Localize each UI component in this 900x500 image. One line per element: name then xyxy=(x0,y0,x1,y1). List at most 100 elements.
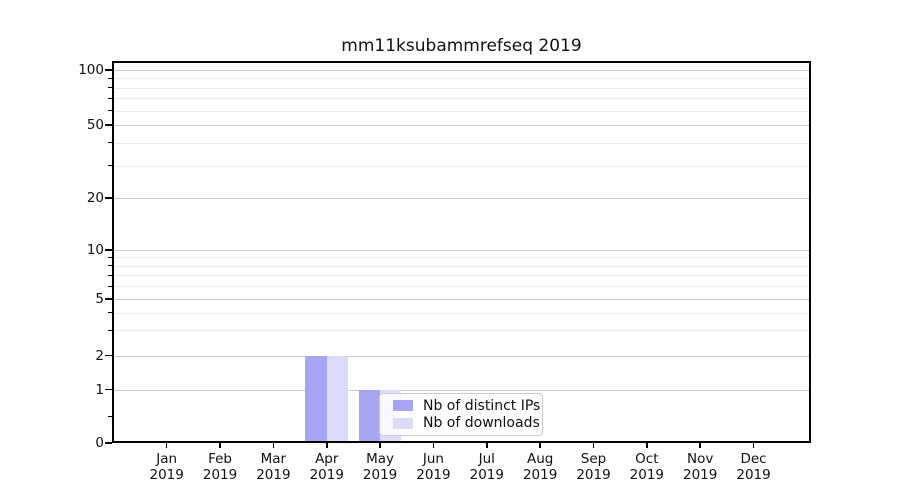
y-minortick-90 xyxy=(108,77,112,79)
year-label: 2019 xyxy=(522,467,558,483)
year-label: 2019 xyxy=(309,467,344,483)
y-tick-label-100: 100 xyxy=(78,62,104,78)
gridline-100 xyxy=(112,70,811,71)
y-minortick-30 xyxy=(108,165,112,167)
y-minortick-80 xyxy=(108,87,112,89)
legend-swatch-icon xyxy=(393,417,413,429)
month-label: Aug xyxy=(526,451,554,467)
y-minortick-7 xyxy=(108,274,112,276)
plot-border-right xyxy=(809,61,811,443)
legend-label: Nb of distinct IPs xyxy=(423,397,541,414)
month-label: Jan xyxy=(156,451,178,467)
month-label: Apr xyxy=(315,451,339,467)
x-tick-label-jun: Jun 2019 xyxy=(403,451,463,483)
y-tick-label-5: 5 xyxy=(95,291,104,307)
bar-may-nb-of-distinct-ips xyxy=(358,389,381,443)
gridline-minor-70 xyxy=(112,98,811,100)
y-tick-label-50: 50 xyxy=(86,117,104,133)
month-label: Jun xyxy=(422,451,444,467)
year-label: 2019 xyxy=(629,467,665,483)
y-tick-label-2: 2 xyxy=(95,347,104,364)
legend: Nb of distinct IPs Nb of downloads xyxy=(379,393,543,436)
y-minortick-60 xyxy=(108,110,112,112)
x-tick-label-jul: Jul 2019 xyxy=(457,451,517,483)
gridline-5 xyxy=(112,299,811,300)
y-axis-line xyxy=(112,61,114,443)
plot-area xyxy=(112,61,811,443)
x-tick-feb xyxy=(219,443,221,448)
x-tick-jul xyxy=(486,443,488,448)
gridline-minor-7 xyxy=(112,275,811,277)
y-tick-100 xyxy=(105,69,112,71)
gridline-minor-4 xyxy=(112,312,811,314)
month-label: Mar xyxy=(260,451,287,467)
x-tick-sep xyxy=(592,443,595,448)
x-tick-label-aug: Aug 2019 xyxy=(510,451,570,483)
y-tick-label-1: 1 xyxy=(95,381,104,398)
year-label: 2019 xyxy=(576,467,611,483)
y-tick-2 xyxy=(105,354,112,357)
x-tick-jun xyxy=(432,443,435,448)
x-tick-label-feb: Feb 2019 xyxy=(190,451,250,483)
month-label: Dec xyxy=(740,451,767,467)
x-tick-label-apr: Apr 2019 xyxy=(297,451,357,483)
year-label: 2019 xyxy=(736,467,771,483)
x-tick-label-nov: Nov 2019 xyxy=(670,451,730,483)
gridline-2 xyxy=(112,355,811,357)
plot-border-bottom xyxy=(112,441,811,443)
bar-apr-nb-of-downloads xyxy=(326,355,349,443)
y-tick-0 xyxy=(105,442,112,444)
chart-title: mm11ksubammrefseq 2019 xyxy=(341,36,582,56)
legend-label: Nb of downloads xyxy=(423,415,540,432)
x-tick-label-may: May 2019 xyxy=(350,451,410,483)
year-label: 2019 xyxy=(362,467,398,483)
y-tick-5 xyxy=(105,298,112,300)
plot-border-top xyxy=(112,61,811,63)
legend-entry-nb-of-distinct-ips: Nb of distinct IPs xyxy=(380,398,542,414)
x-tick-label-jan: Jan 2019 xyxy=(137,451,197,483)
legend-entry-nb-of-downloads: Nb of downloads xyxy=(380,415,542,431)
legend-swatch-icon xyxy=(393,400,413,412)
gridline-20 xyxy=(112,198,811,199)
x-tick-label-sep: Sep 2019 xyxy=(564,451,624,483)
month-label: Jul xyxy=(478,451,495,467)
month-label: Feb xyxy=(208,451,232,467)
gridline-minor-30 xyxy=(112,165,811,167)
month-label: May xyxy=(366,451,395,467)
y-tick-20 xyxy=(105,197,112,199)
y-minortick-70 xyxy=(108,97,112,99)
x-tick-oct xyxy=(646,443,648,448)
gridline-minor-40 xyxy=(112,142,811,144)
year-label: 2019 xyxy=(149,467,184,483)
gridline-minor-8 xyxy=(112,265,811,267)
gridline-minor-60 xyxy=(112,110,811,112)
y-tick-1 xyxy=(105,388,112,391)
gridline-10 xyxy=(112,250,811,251)
gridline-minor-9 xyxy=(112,257,811,259)
gridline-minor-3 xyxy=(112,330,811,332)
x-tick-label-dec: Dec 2019 xyxy=(724,451,784,483)
y-minortick-3 xyxy=(108,329,112,331)
year-label: 2019 xyxy=(469,467,504,483)
y-tick-50 xyxy=(105,124,112,126)
x-tick-label-mar: Mar 2019 xyxy=(243,451,303,483)
gridline-minor-80 xyxy=(112,87,811,89)
year-label: 2019 xyxy=(202,467,238,483)
month-label: Nov xyxy=(687,451,714,467)
year-label: 2019 xyxy=(683,467,718,483)
y-minortick-4 xyxy=(108,312,112,314)
x-tick-apr xyxy=(326,443,328,448)
x-tick-label-oct: Oct 2019 xyxy=(617,451,677,483)
gridline-minor-6 xyxy=(112,286,811,288)
year-label: 2019 xyxy=(256,467,291,483)
x-tick-nov xyxy=(699,443,701,448)
x-tick-jan xyxy=(165,443,168,448)
y-tick-label-0: 0 xyxy=(95,435,104,451)
y-minortick-40 xyxy=(108,142,112,144)
y-minortick-6 xyxy=(108,285,112,287)
y-tick-10 xyxy=(105,249,112,251)
x-tick-dec xyxy=(752,443,755,448)
x-tick-may xyxy=(379,443,381,448)
x-tick-aug xyxy=(539,443,541,448)
